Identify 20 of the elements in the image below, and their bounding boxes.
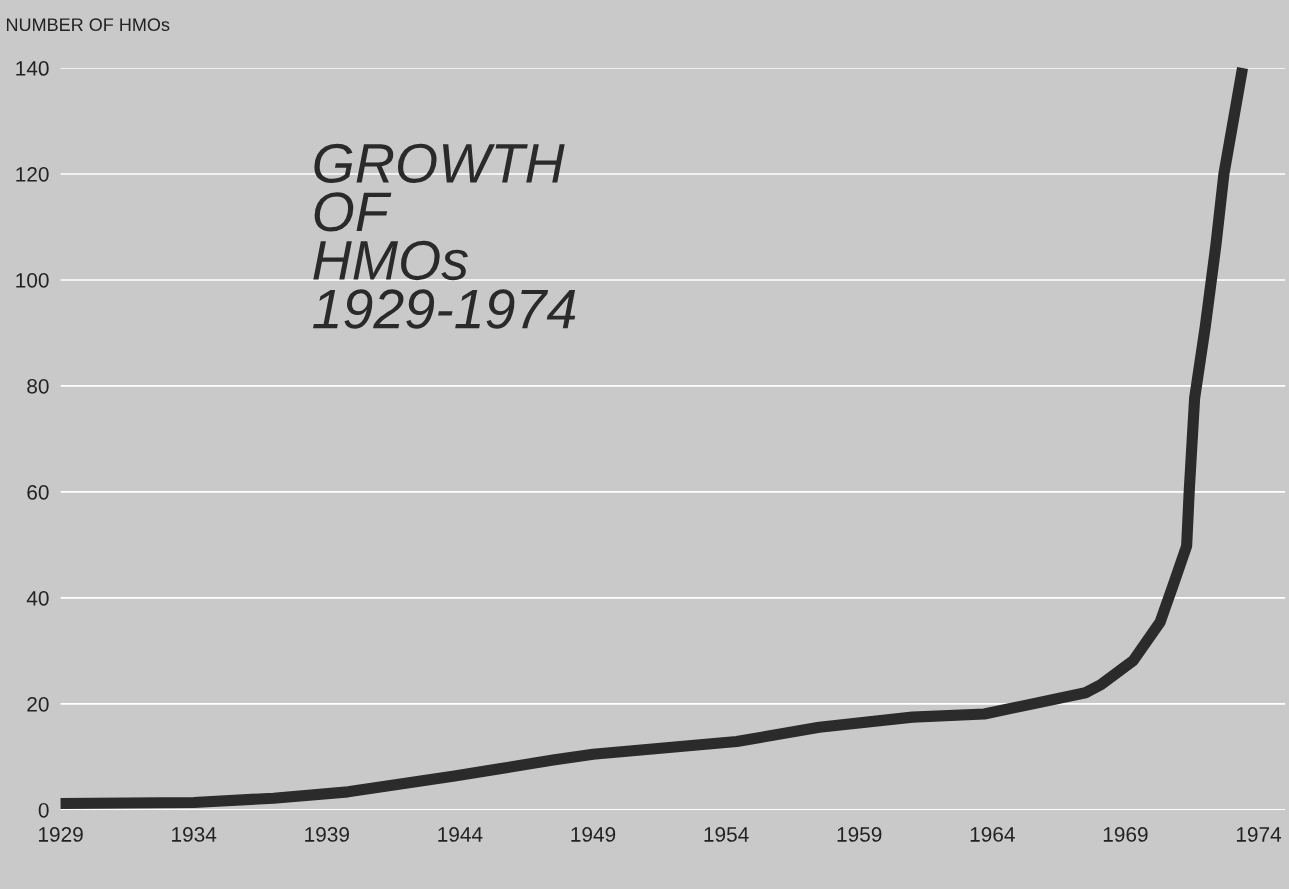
- x-tick-label: 1944: [438, 827, 483, 842]
- x-tick-label: 1934: [172, 827, 217, 842]
- x-tick-label: 1974: [1236, 827, 1282, 842]
- y-tick-label: 80: [27, 378, 49, 394]
- y-axis-title: NUMBER OF HMOs: [6, 18, 170, 32]
- x-tick-label: 1939: [305, 827, 349, 842]
- x-tick-label: 1964: [970, 827, 1015, 842]
- y-tick-label: 20: [27, 696, 49, 712]
- y-tick-label: 120: [16, 166, 49, 182]
- y-tick-label: 60: [27, 484, 49, 500]
- y-tick-label: 100: [16, 272, 49, 288]
- x-tick-label: 1969: [1103, 827, 1148, 842]
- text: GROWTH OF HMOs 1929-1974: [313, 143, 576, 329]
- y-tick-label: 140: [16, 61, 49, 76]
- x-tick-label: 1959: [837, 827, 882, 842]
- x-tick-label: 1949: [571, 827, 616, 842]
- y-tick-label: 40: [26, 590, 49, 606]
- y-tick-label: 0: [38, 802, 49, 818]
- x-tick-label: 1954: [704, 827, 749, 842]
- x-tick-label: 1929: [39, 827, 83, 842]
